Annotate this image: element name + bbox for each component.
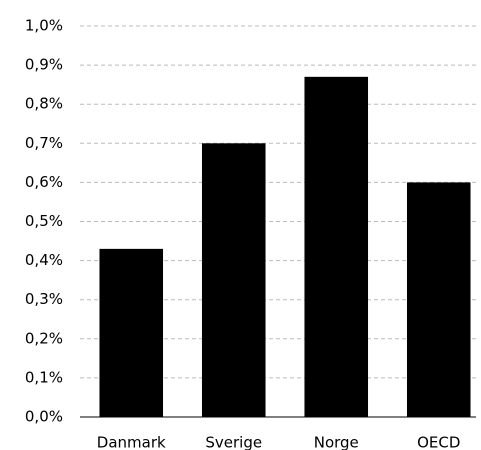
x-tick-label: Danmark [97,434,166,450]
bar [99,248,164,417]
y-tick-label: 0,5% [25,212,63,230]
y-tick-label: 0,2% [25,329,63,347]
y-tick-label: 0,7% [25,134,63,152]
bar [201,143,266,418]
x-tick-label: Norge [314,434,359,450]
y-tick-label: 0,4% [25,251,63,269]
y-tick-label: 0,0% [25,408,63,426]
y-tick-label: 1,0% [25,17,63,35]
x-tick-label: Sverige [205,434,262,450]
y-tick-label: 0,1% [25,368,63,386]
y-tick-label: 0,8% [25,95,63,113]
bar [304,76,369,417]
y-tick-label: 0,6% [25,173,63,191]
y-tick-label: 0,3% [25,290,63,308]
y-tick-label: 0,9% [25,56,63,74]
bar [406,182,471,417]
x-tick-label: OECD [417,434,460,450]
